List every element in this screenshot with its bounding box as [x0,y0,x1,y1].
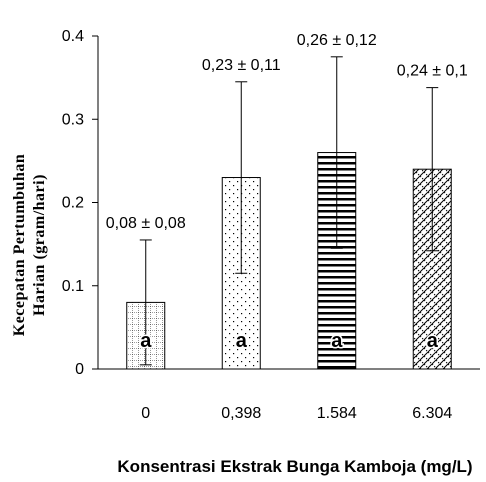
y-axis-title-line-2: Harian (gram/hari) [31,174,48,316]
y-tick-label: 0.4 [62,28,84,45]
data-label: 0,24 ± 0,1 [397,63,468,80]
x-tick-label: 1.584 [317,405,357,422]
data-label: 0,26 ± 0,12 [297,32,377,49]
data-label: 0,08 ± 0,08 [106,215,186,232]
data-label: 0,23 ± 0,11 [202,57,281,74]
x-axis-title: Konsentrasi Ekstrak Bunga Kamboja (mg/L) [117,457,472,476]
y-tick-label: 0 [75,361,84,378]
y-tick-label: 0.2 [62,195,84,212]
significance-letter: a [140,330,152,352]
significance-letter: a [236,330,248,352]
y-axis-ticks: 0 0.1 0.2 0.3 0.4 [62,28,98,378]
bars-group: 0,08 ± 0,08 a 0,23 ± 0,11 a 0,26 ± 0,12 a 0,24… [106,32,468,370]
y-tick-label: 0.3 [62,111,84,128]
y-axis-title-line-1: Kecepatan Pertumbuhan [11,154,28,337]
significance-letter: a [427,330,439,352]
x-tick-label: 0 [141,405,150,422]
x-tick-label: 0,398 [221,405,261,422]
significance-letter: a [331,330,343,352]
x-axis-ticks: 0 0,398 1.584 6.304 [141,405,452,422]
x-tick-label: 6.304 [412,405,452,422]
y-axis-title: Kecepatan Pertumbuhan Harian (gram/hari) [11,154,48,337]
y-tick-label: 0.1 [62,278,84,295]
